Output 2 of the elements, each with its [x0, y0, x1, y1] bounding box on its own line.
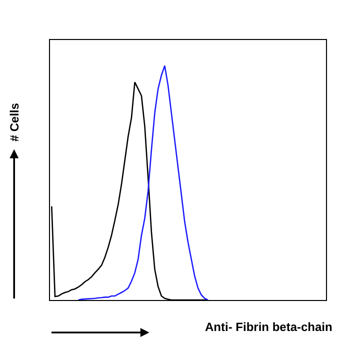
y-axis-title: # Cells: [8, 102, 22, 142]
x-axis-title: Anti- Fibrin beta-chain: [205, 320, 332, 334]
